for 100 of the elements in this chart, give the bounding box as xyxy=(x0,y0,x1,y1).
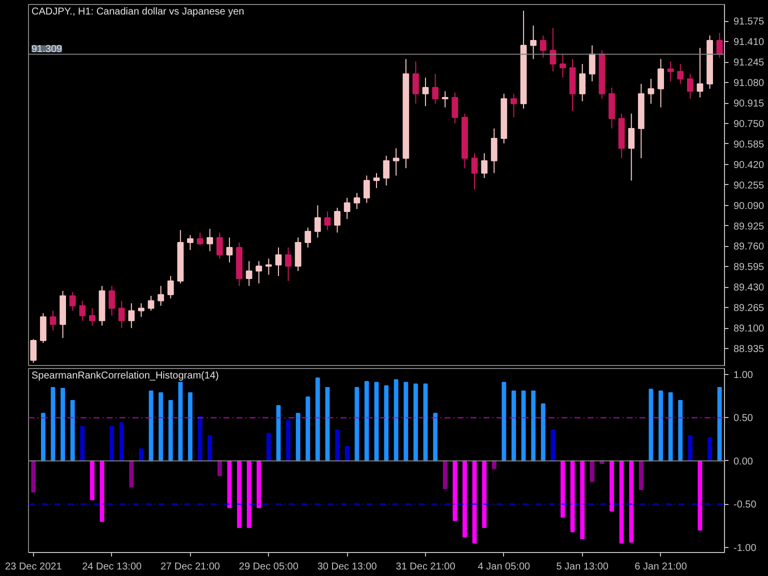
bar xyxy=(178,382,183,462)
bar xyxy=(521,390,526,462)
bar xyxy=(580,460,585,540)
bar xyxy=(668,392,673,462)
x-tick-label: 29 Dec 05:00 xyxy=(238,562,299,572)
candlestick xyxy=(285,246,292,282)
bar xyxy=(344,446,350,462)
candlestick xyxy=(138,302,144,318)
candlestick xyxy=(196,232,204,246)
bar xyxy=(708,437,712,462)
candlestick xyxy=(275,246,282,276)
candlestick xyxy=(667,61,674,82)
candlestick xyxy=(373,172,380,188)
candlestick xyxy=(216,232,223,260)
bar xyxy=(208,435,212,462)
bar xyxy=(354,387,360,462)
x-tick-label: 23 Dec 2021 xyxy=(5,562,62,572)
bar xyxy=(629,460,634,543)
bar xyxy=(433,412,438,462)
candlestick xyxy=(158,285,164,306)
candlestick xyxy=(392,148,400,176)
bar xyxy=(717,387,722,462)
bar xyxy=(315,378,320,462)
candlestick xyxy=(69,292,76,312)
candlestick xyxy=(628,113,635,182)
bar xyxy=(70,400,75,462)
bar xyxy=(306,396,310,462)
bar xyxy=(570,460,575,532)
candlestick xyxy=(530,25,537,60)
candlestick xyxy=(716,32,723,58)
candlestick xyxy=(412,61,419,104)
bar xyxy=(266,432,271,462)
candlestick xyxy=(246,260,252,286)
bar xyxy=(590,460,594,482)
bar xyxy=(40,412,46,462)
bar xyxy=(129,460,134,488)
y-tick-label: 0.50 xyxy=(734,413,754,424)
candlestick xyxy=(696,47,704,98)
candlestick xyxy=(452,92,458,124)
chart-title: CADJPY., H1: Canadian dollar vs Japanese yen xyxy=(32,6,244,18)
y-tick-label: 0.00 xyxy=(734,456,754,468)
candlestick xyxy=(294,237,302,272)
y-tick-label: 89.925 xyxy=(734,221,765,232)
bar xyxy=(60,388,66,462)
candlestick xyxy=(89,308,96,326)
y-tick-label: 90.255 xyxy=(734,180,765,192)
bar xyxy=(198,416,202,462)
candlestick xyxy=(510,93,517,118)
candlestick xyxy=(364,175,370,204)
candlestick xyxy=(187,234,194,250)
y-tick-label: 90.420 xyxy=(734,160,765,171)
candlestick xyxy=(30,338,37,364)
bar xyxy=(80,426,85,462)
candlestick xyxy=(490,128,498,174)
bar xyxy=(110,426,114,462)
y-tick-label: 90.750 xyxy=(734,119,765,130)
bar xyxy=(256,460,262,508)
bar xyxy=(619,460,624,544)
bar xyxy=(246,460,252,528)
bar xyxy=(296,412,300,462)
candlestick xyxy=(588,44,596,82)
bar xyxy=(550,429,556,462)
candlestick xyxy=(304,227,312,248)
y-tick-label: 89.760 xyxy=(734,242,765,253)
bar xyxy=(286,420,290,462)
y-tick-label: -0.50 xyxy=(734,500,757,511)
bar xyxy=(384,385,389,462)
candlestick xyxy=(354,192,360,210)
bar xyxy=(404,382,408,462)
candlestick xyxy=(118,300,125,329)
bar xyxy=(560,460,565,518)
bar xyxy=(638,460,644,490)
y-tick-label: 91.410 xyxy=(734,37,765,48)
candlestick xyxy=(226,237,233,263)
x-tick-label: 6 Jan 21:00 xyxy=(634,562,688,572)
candlestick xyxy=(383,155,390,186)
candlestick xyxy=(79,300,86,322)
candlestick xyxy=(128,302,135,329)
chart-title: SpearmanRankCorrelation_Histogram(14) xyxy=(32,370,219,382)
candlestick xyxy=(579,64,586,102)
y-tick-label: 89.430 xyxy=(734,282,765,294)
y-tick-label: 89.100 xyxy=(734,324,765,335)
candlestick xyxy=(471,152,478,190)
y-tick-label: 89.265 xyxy=(734,303,765,314)
bar xyxy=(658,390,663,462)
candlestick xyxy=(677,64,684,84)
candlestick xyxy=(481,152,488,179)
bar xyxy=(462,460,467,538)
candlestick xyxy=(560,54,566,78)
candlestick xyxy=(432,73,439,104)
candlestick xyxy=(324,211,331,231)
candlestick xyxy=(658,58,664,108)
candlestick xyxy=(686,73,694,100)
candlestick xyxy=(148,295,154,312)
bar xyxy=(148,390,154,462)
bar xyxy=(168,400,173,462)
bar xyxy=(188,392,192,462)
x-tick-label: 31 Dec 21:00 xyxy=(396,562,456,572)
bar xyxy=(158,392,164,462)
bar xyxy=(31,460,36,493)
